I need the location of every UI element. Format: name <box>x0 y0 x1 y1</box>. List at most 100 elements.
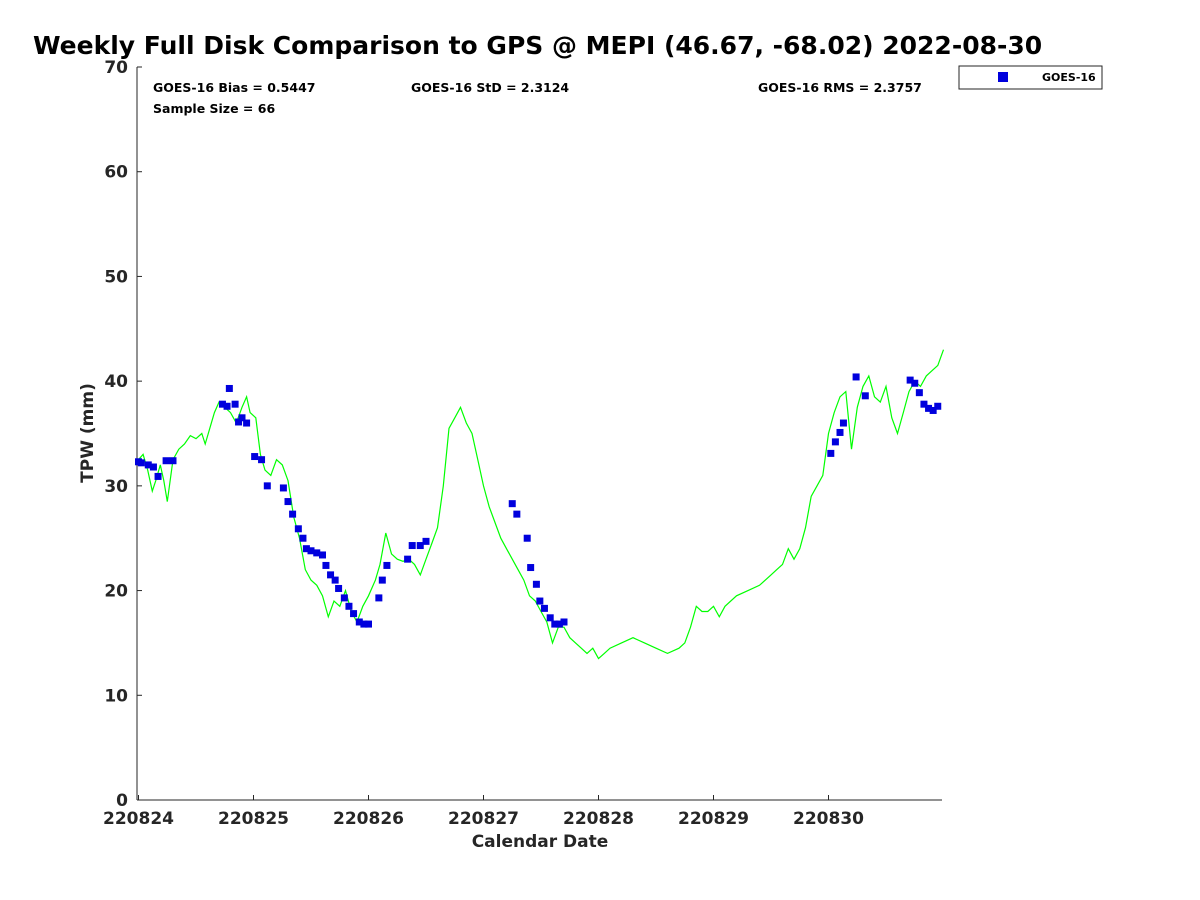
y-tick-label: 50 <box>104 267 128 287</box>
goes16-point <box>302 545 310 553</box>
goes16-point <box>365 620 372 628</box>
goes16-point <box>223 402 231 410</box>
goes16-point <box>536 597 544 605</box>
y-tick-label: 40 <box>104 372 128 392</box>
goes16-point <box>408 542 416 550</box>
goes16-point <box>243 419 251 427</box>
goes16-point <box>169 457 177 465</box>
legend-box <box>958 65 1103 90</box>
goes16-point <box>560 618 568 626</box>
goes16-point <box>322 561 330 569</box>
goes16-point <box>299 534 307 542</box>
goes16-point <box>920 400 928 408</box>
goes16-point <box>340 594 348 602</box>
goes16-point <box>831 438 839 446</box>
goes16-point <box>231 400 239 408</box>
bias-stat: GOES-16 Bias = 0.5447 <box>153 80 315 95</box>
goes16-point <box>335 584 343 592</box>
goes16-point <box>555 620 563 628</box>
goes16-point <box>263 482 271 490</box>
x-tick-label: 220824 <box>103 809 174 829</box>
goes16-point <box>861 392 869 400</box>
y-tick-label: 10 <box>104 686 128 706</box>
gps-series <box>138 349 945 660</box>
goes16-point <box>289 510 297 518</box>
goes16-point <box>422 537 430 545</box>
goes16-point <box>540 604 548 612</box>
goes16-point <box>827 449 835 457</box>
goes16-point <box>378 576 386 584</box>
x-tick-label: 220826 <box>333 809 404 829</box>
goes16-point <box>911 379 919 387</box>
goes16-point <box>508 500 516 508</box>
y-axis-ticks: 0 10 20 30 40 50 60 70 <box>104 58 142 811</box>
goes16-point <box>532 580 540 588</box>
goes16-point <box>383 561 391 569</box>
goes16-point <box>218 400 226 408</box>
goes16-point <box>144 461 152 469</box>
y-tick-label: 20 <box>104 582 128 602</box>
goes16-point <box>251 453 259 461</box>
x-axis-label: Calendar Date <box>472 832 609 852</box>
legend-label-goes16: GOES-16 <box>1042 71 1096 84</box>
goes16-point <box>836 428 844 436</box>
goes16-point <box>360 620 368 628</box>
goes16-point <box>294 525 302 533</box>
goes16-point <box>345 602 353 610</box>
x-tick-label: 220827 <box>448 809 519 829</box>
goes16-point <box>149 463 157 471</box>
plot-area: 0 10 20 30 40 50 60 70 220824 220825 220826 220827… <box>103 58 945 829</box>
x-tick-label: 220825 <box>218 809 289 829</box>
goes16-point <box>915 389 923 397</box>
chart-title: Weekly Full Disk Comparison to GPS @ MEP… <box>33 31 1042 60</box>
x-tick-label: 220829 <box>678 809 749 829</box>
goes16-point <box>350 610 358 618</box>
goes16-point <box>162 457 170 465</box>
legend: GOES-16 <box>958 65 1103 90</box>
goes16-point <box>513 510 521 518</box>
goes16-point <box>839 419 847 427</box>
goes16-point <box>137 459 145 467</box>
goes16-point <box>404 555 412 563</box>
goes16-point <box>319 551 326 559</box>
gps-line <box>138 349 945 660</box>
std-stat: GOES-16 StD = 2.3124 <box>411 80 569 95</box>
goes16-point <box>375 594 383 602</box>
goes16-point <box>258 456 266 464</box>
y-axis-label: TPW (mm) <box>78 383 98 483</box>
goes16-point <box>934 402 942 410</box>
goes16-point <box>331 576 339 584</box>
y-tick-label: 30 <box>104 477 128 497</box>
goes16-point <box>546 614 554 622</box>
goes16-point <box>238 414 246 422</box>
goes16-point <box>551 620 559 628</box>
y-tick-label: 60 <box>104 163 128 183</box>
legend-marker-goes16 <box>998 72 1008 82</box>
goes16-point <box>929 406 937 414</box>
goes16-point <box>313 549 321 557</box>
plot-background <box>137 67 942 800</box>
goes16-point <box>925 404 933 412</box>
goes16-point <box>906 376 914 384</box>
goes16-point <box>284 498 292 506</box>
rms-stat: GOES-16 RMS = 2.3757 <box>758 80 922 95</box>
goes16-point <box>225 384 233 392</box>
x-tick-label: 220828 <box>563 809 634 829</box>
x-axis-ticks: 220824 220825 220826 220827 220828 220829 2208… <box>103 795 864 829</box>
x-tick-label: 220830 <box>793 809 864 829</box>
goes16-point <box>355 618 363 626</box>
goes16-point <box>327 571 335 579</box>
goes16-point <box>523 534 531 542</box>
goes16-point <box>307 547 315 555</box>
goes16-point <box>154 472 162 480</box>
goes16-point <box>527 564 535 572</box>
goes16-series <box>135 373 942 628</box>
goes16-point <box>279 484 287 492</box>
y-tick-label: 70 <box>104 58 128 78</box>
sample-size-stat: Sample Size = 66 <box>153 101 275 116</box>
goes16-point <box>852 373 860 381</box>
goes16-point <box>416 542 424 550</box>
goes16-point <box>235 418 243 426</box>
y-tick-label: 0 <box>116 791 128 811</box>
